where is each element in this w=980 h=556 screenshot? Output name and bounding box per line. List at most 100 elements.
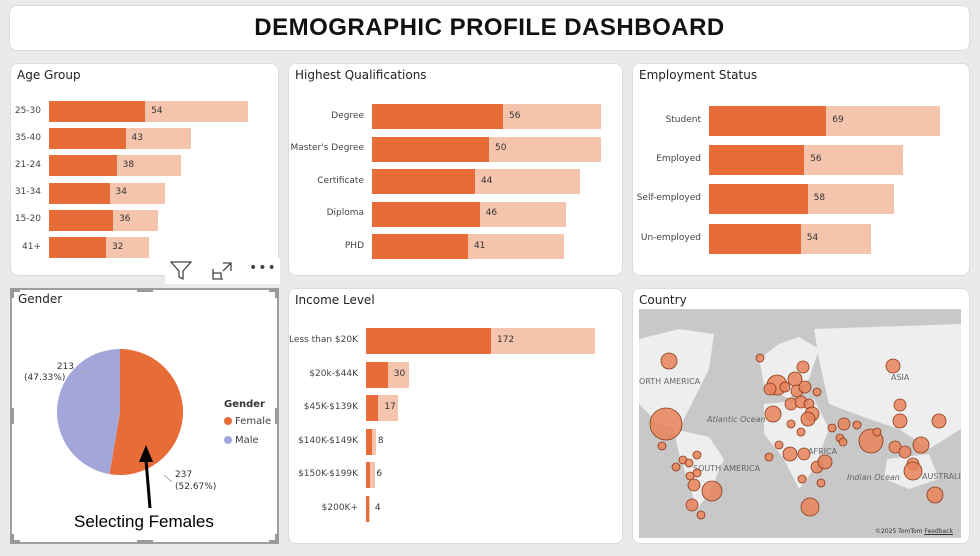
country-bubble[interactable] [827,423,837,433]
highlighted-bar[interactable] [49,209,114,231]
resize-handle[interactable] [275,288,279,298]
income-chart[interactable]: Income Level Less than $20K 172 $20k-$44K 3… [288,288,623,544]
country-bubble[interactable] [687,478,701,492]
country-bubble[interactable] [684,458,694,468]
resize-handle[interactable] [269,288,279,292]
highlighted-bar[interactable] [366,361,388,388]
gender-chart[interactable]: Gender Gender Female Male 213 (47.33%) 2… [10,288,279,544]
resize-handle[interactable] [137,288,153,292]
country-bubble[interactable] [701,480,723,502]
country-bubble[interactable] [888,440,902,454]
country-bubble[interactable] [852,420,862,430]
country-bubble[interactable] [685,498,699,512]
visual-toolbar: ••• [165,258,280,284]
highlighted-bar[interactable] [709,184,808,215]
highlighted-bar[interactable] [49,237,106,258]
country-bubble[interactable] [926,486,944,504]
highlighted-bar[interactable] [49,155,117,177]
resize-handle[interactable] [10,408,14,424]
country-bubble[interactable] [764,405,782,423]
highlighted-bar[interactable] [709,145,805,176]
country-bubble[interactable] [764,452,774,462]
country-bubble[interactable] [893,398,907,412]
highlighted-bar[interactable] [372,136,489,162]
country-bubble[interactable] [660,352,678,370]
country-bubble[interactable] [786,419,796,429]
country-bubble[interactable] [782,446,798,462]
highlighted-bar[interactable] [372,169,475,194]
country-bubble[interactable] [816,478,826,488]
country-bubble[interactable] [817,454,833,470]
country-bubble[interactable] [671,462,681,472]
country-bubble[interactable] [812,387,822,397]
bubble-layer[interactable] [639,309,961,538]
resize-handle[interactable] [137,540,153,544]
country-bubble[interactable] [763,382,777,396]
highlighted-bar[interactable] [366,395,379,421]
focus-mode-icon[interactable] [211,261,233,281]
highlighted-bar[interactable] [49,101,146,122]
gender-pie[interactable] [12,290,277,542]
highlighted-bar[interactable] [372,234,468,259]
country-bubble[interactable] [798,380,812,394]
data-label: 46 [485,208,498,218]
data-label: 172 [497,335,515,345]
country-bubble[interactable] [838,437,848,447]
country-bubble[interactable] [885,358,901,374]
country-bubble[interactable] [797,474,807,484]
highlighted-bar[interactable] [366,428,372,455]
resize-handle[interactable] [10,288,20,292]
country-bubble[interactable] [872,427,882,437]
country-bubble[interactable] [685,471,695,481]
country-bubble[interactable] [898,445,912,459]
highlighted-bar[interactable] [372,104,504,129]
country-bubble[interactable] [797,447,811,461]
country-bubble[interactable] [800,497,820,517]
pie-slice-male[interactable] [56,349,120,475]
pie-slice-female[interactable] [109,349,183,475]
country-bubble[interactable] [692,450,702,460]
more-options-icon[interactable]: ••• [249,260,277,276]
age-group-chart[interactable]: Age Group 25-30 54 35-40 43 21-24 38 31-34 34 15… [10,63,279,276]
qualifications-chart[interactable]: Highest Qualifications Degree 56 Master's … [288,63,623,276]
country-bubble[interactable] [800,411,816,427]
country-bubble[interactable] [649,407,683,441]
country-bubble[interactable] [755,353,765,363]
employment-chart[interactable]: Employment Status Student 69 Employed 56 Sel… [632,63,970,276]
legend-female[interactable]: Female [224,416,271,427]
data-label: 36 [119,214,131,225]
highlighted-bar[interactable] [709,223,801,254]
map-canvas[interactable]: ORTH AMERICA Atlantic Ocean SOUTH AMERIC… [639,309,961,538]
country-bubble[interactable] [796,427,806,437]
country-bubble[interactable] [774,440,784,450]
country-bubble[interactable] [696,510,706,520]
resize-handle[interactable] [10,540,20,544]
country-bubble[interactable] [931,413,947,429]
resize-handle[interactable] [275,408,279,424]
highlighted-bar[interactable] [366,462,371,488]
highlighted-bar[interactable] [49,128,126,150]
feedback-link[interactable]: Feedback [924,528,953,535]
resize-handle[interactable] [10,288,14,298]
highlighted-bar[interactable] [366,495,369,522]
filter-icon[interactable] [170,261,192,281]
data-label: 41 [473,240,486,251]
country-bubble[interactable] [779,381,791,393]
country-bubble[interactable] [796,360,810,374]
country-bubble[interactable] [912,436,930,454]
country-bubble[interactable] [903,461,923,481]
country-bubble[interactable] [892,413,908,429]
resize-handle[interactable] [269,540,279,544]
country-bubble[interactable] [837,417,851,431]
highlighted-bar[interactable] [366,328,492,354]
resize-handle[interactable] [10,534,14,544]
legend-label: Male [235,435,259,446]
resize-handle[interactable] [275,534,279,544]
highlighted-bar[interactable] [709,106,827,136]
total-bar[interactable] [366,462,375,488]
legend-male[interactable]: Male [224,435,259,446]
country-map[interactable]: Country ORTH AMERICA Atlantic Ocean SOUT… [632,288,970,544]
highlighted-bar[interactable] [49,182,110,204]
country-bubble[interactable] [657,441,667,451]
highlighted-bar[interactable] [372,201,480,227]
